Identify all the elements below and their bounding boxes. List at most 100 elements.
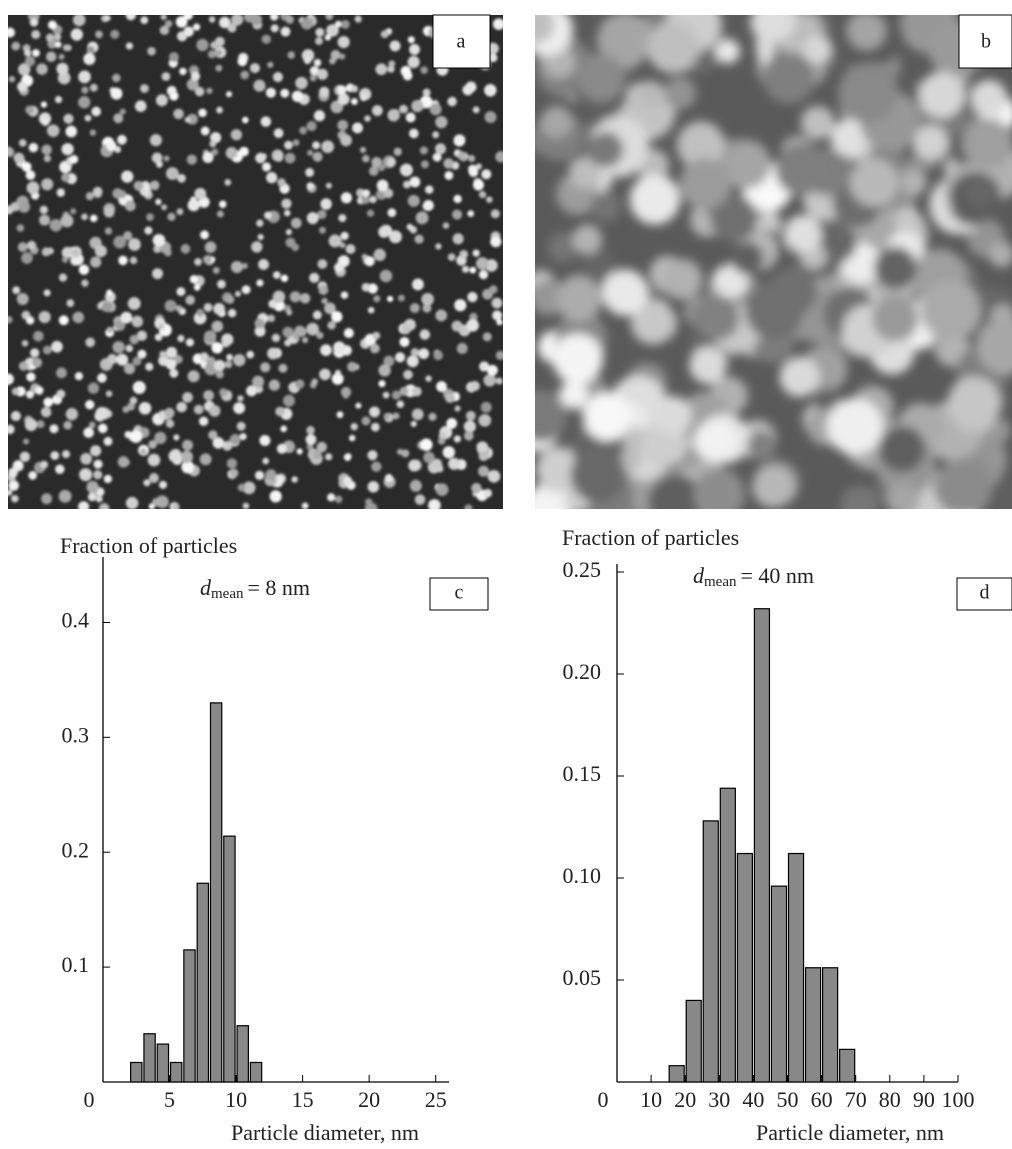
- particle: [177, 173, 186, 183]
- particle: [180, 450, 193, 464]
- particle: [872, 295, 919, 342]
- particle: [677, 121, 725, 170]
- particle: [229, 468, 239, 478]
- particle: [61, 246, 74, 259]
- particle: [436, 381, 447, 392]
- particle: [435, 243, 442, 250]
- particle: [370, 422, 380, 432]
- particle: [330, 49, 341, 60]
- particle: [256, 219, 264, 227]
- particle: [663, 77, 697, 110]
- label-box: [958, 14, 1012, 69]
- particle: [190, 71, 201, 81]
- x-tick-label: 20: [358, 1087, 380, 1112]
- particle: [199, 453, 212, 466]
- particle: [146, 213, 154, 222]
- particle: [202, 151, 214, 164]
- particle: [572, 224, 602, 255]
- particle: [405, 112, 416, 123]
- y-tick-label: 0.1: [62, 952, 90, 977]
- particle: [254, 325, 266, 337]
- particle: [338, 214, 347, 223]
- particle: [91, 106, 101, 117]
- afm-image-b: [535, 15, 1012, 509]
- particle: [192, 23, 201, 31]
- x-tick-label: 0: [598, 1087, 609, 1112]
- particle: [31, 29, 41, 39]
- particle: [129, 334, 139, 345]
- particle: [478, 465, 490, 477]
- particle: [569, 158, 601, 189]
- particle: [21, 161, 32, 172]
- particle: [465, 410, 476, 421]
- particle: [420, 66, 428, 74]
- particle: [400, 65, 412, 77]
- particle: [342, 476, 353, 486]
- particle: [113, 235, 127, 249]
- particle: [814, 388, 841, 414]
- particle: [399, 336, 410, 347]
- particle: [351, 98, 358, 105]
- particle: [320, 344, 332, 356]
- particle: [291, 476, 298, 483]
- particle: [409, 44, 420, 55]
- particle: [249, 63, 260, 74]
- particle: [72, 15, 86, 27]
- particle: [285, 15, 295, 24]
- particle: [199, 352, 209, 362]
- particle: [18, 361, 29, 371]
- particle: [467, 210, 475, 217]
- particle: [88, 421, 96, 429]
- particle: [587, 131, 624, 168]
- particle: [373, 295, 381, 303]
- particle: [382, 391, 390, 399]
- particle: [392, 412, 400, 420]
- particle: [17, 242, 28, 253]
- particle: [324, 302, 336, 315]
- particle: [425, 375, 432, 382]
- particle: [117, 134, 127, 145]
- particle: [401, 449, 410, 458]
- particle: [395, 352, 406, 363]
- particle: [140, 16, 149, 25]
- particle: [79, 468, 93, 482]
- particle: [286, 309, 293, 316]
- particle: [311, 378, 318, 386]
- particle: [432, 152, 442, 162]
- particle: [50, 451, 60, 460]
- particle: [803, 36, 832, 64]
- particle: [366, 209, 375, 217]
- particle: [320, 198, 332, 210]
- particle: [41, 493, 53, 505]
- x-tick-label: 25: [425, 1087, 447, 1112]
- particle: [280, 26, 291, 37]
- particle: [340, 19, 350, 29]
- particle: [368, 166, 379, 176]
- particle: [145, 362, 154, 371]
- particle: [487, 469, 501, 483]
- particle: [409, 176, 421, 188]
- particle: [414, 494, 426, 505]
- particle: [99, 503, 110, 509]
- particle: [113, 113, 124, 124]
- particle: [489, 285, 498, 294]
- particle: [184, 116, 191, 123]
- particle: [117, 456, 130, 468]
- particle: [149, 134, 163, 147]
- particle: [43, 397, 53, 407]
- particle: [237, 395, 244, 402]
- particle: [280, 274, 289, 283]
- particle: [47, 20, 57, 30]
- particle: [487, 364, 498, 376]
- particle: [313, 450, 322, 460]
- particle: [93, 470, 103, 480]
- particle: [411, 408, 424, 421]
- particle: [138, 401, 152, 415]
- particle: [121, 170, 134, 183]
- particle: [219, 16, 231, 29]
- particle: [103, 474, 113, 484]
- particle: [92, 186, 103, 197]
- particle: [90, 214, 98, 223]
- particle: [399, 163, 413, 177]
- x-axis-label: Particle diameter, nm: [756, 1120, 944, 1145]
